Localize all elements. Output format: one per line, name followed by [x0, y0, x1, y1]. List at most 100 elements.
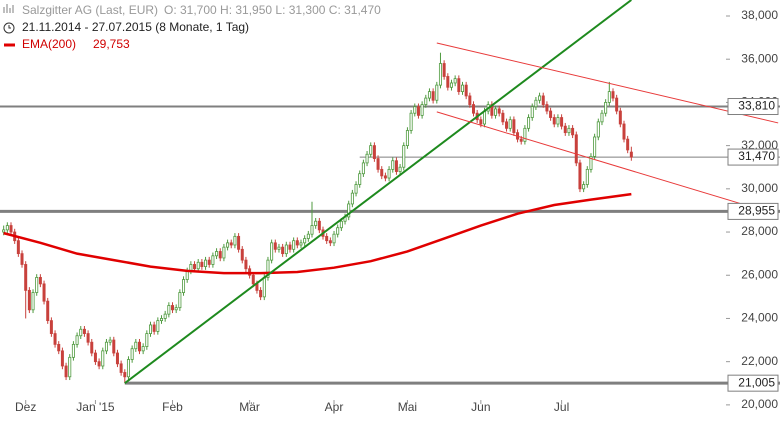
candle-body [556, 117, 560, 125]
candle-body [134, 341, 138, 350]
candle-body [317, 220, 321, 231]
candle-body [270, 242, 274, 261]
candle-body [204, 259, 208, 268]
candle-body [141, 346, 145, 352]
candle-body [310, 225, 314, 235]
candle-body [53, 333, 57, 345]
level-label-box [727, 202, 779, 220]
candle-body [5, 225, 9, 231]
candle-body [354, 184, 358, 194]
candle-body [361, 162, 365, 175]
x-tick-label: Jul [554, 400, 569, 414]
candle-body [339, 220, 343, 229]
candle-body [60, 350, 64, 367]
candle-body [519, 138, 523, 142]
candle-body [589, 156, 593, 170]
candle-body [42, 283, 46, 302]
candle-body [193, 264, 197, 270]
candle-body [218, 251, 222, 259]
candle-body [534, 99, 538, 108]
candle-body [79, 328, 83, 337]
candle-body [549, 110, 553, 118]
candle-body [24, 264, 28, 291]
candle-body [281, 246, 285, 255]
candle-body [57, 343, 61, 352]
candle-body [369, 145, 373, 155]
candle-body [508, 119, 512, 129]
candle-body [115, 352, 119, 365]
candle-body [622, 123, 626, 140]
candle-body [207, 259, 211, 265]
candle-body [578, 162, 582, 190]
candle-body [229, 242, 233, 246]
candle-body [438, 63, 442, 86]
y-tick-label: 32,000 [741, 138, 778, 152]
candle-body [541, 95, 545, 105]
x-tick-label: Mär [239, 400, 260, 414]
candle-body [607, 91, 611, 103]
candle-body [273, 242, 277, 250]
candle-body [358, 173, 362, 185]
candle-body [479, 119, 483, 125]
candle-body [497, 108, 501, 114]
candle-body [420, 104, 424, 116]
candle-body [119, 363, 123, 373]
candle-body [156, 320, 160, 332]
candle-body [538, 95, 542, 101]
candle-body [582, 184, 586, 190]
y-tick-label: 28,000 [741, 224, 778, 238]
candle-body [376, 158, 380, 170]
chart-title: Salzgitter AG (Last, EUR) [22, 3, 158, 17]
candle-body [328, 240, 332, 244]
trend-line [436, 42, 779, 124]
candle-body [545, 104, 549, 112]
candle-body [457, 78, 461, 93]
candle-body [442, 63, 446, 77]
plot: 20,000 22,000 24,000 26,000 28,000 30,000 32,0… [0, 0, 780, 414]
candle-body [200, 261, 204, 268]
candle-body [49, 320, 53, 334]
legend-label: EMA(200) [22, 37, 76, 51]
candle-body [527, 117, 531, 129]
candle-body [472, 104, 476, 114]
level-label: 21,005 [738, 375, 775, 389]
candle-body [31, 292, 35, 311]
candle-body [350, 192, 354, 205]
candle-body [90, 341, 94, 354]
candle-body [292, 240, 296, 250]
candle-body [163, 313, 167, 319]
candle-body [468, 95, 472, 105]
candle-body [240, 248, 244, 261]
candle-body [64, 365, 68, 378]
candle-body [560, 117, 564, 127]
level-label-box [727, 374, 779, 392]
candle-body [530, 106, 534, 118]
candle-body [46, 300, 50, 322]
candle-body [615, 97, 619, 112]
candle-body [182, 279, 186, 293]
x-tick-label: Jun [471, 400, 490, 414]
candle-body [306, 233, 310, 239]
legend-value: 29,753 [93, 37, 130, 51]
candle-body [152, 324, 156, 332]
candle-body [431, 91, 435, 101]
x-tick-label: Mai [398, 400, 417, 414]
candle-body [501, 112, 505, 123]
x-tick-label: Dez [15, 400, 36, 414]
level-label: 28,955 [738, 204, 775, 218]
candle-body [413, 106, 417, 114]
level-label: 31,470 [738, 149, 775, 163]
candle-body [123, 372, 127, 378]
candle-body [372, 145, 376, 159]
candle-body [174, 307, 178, 311]
trend-line [124, 0, 632, 384]
candle-body [130, 348, 134, 360]
candle-body [101, 350, 105, 367]
y-tick-label: 30,000 [741, 181, 778, 195]
candle-body [160, 318, 164, 322]
y-tick-label: 20,000 [741, 397, 778, 411]
x-tick-label: Feb [162, 400, 183, 414]
trend-line [436, 111, 779, 216]
candle-body [86, 333, 90, 343]
candle-body [391, 160, 395, 170]
